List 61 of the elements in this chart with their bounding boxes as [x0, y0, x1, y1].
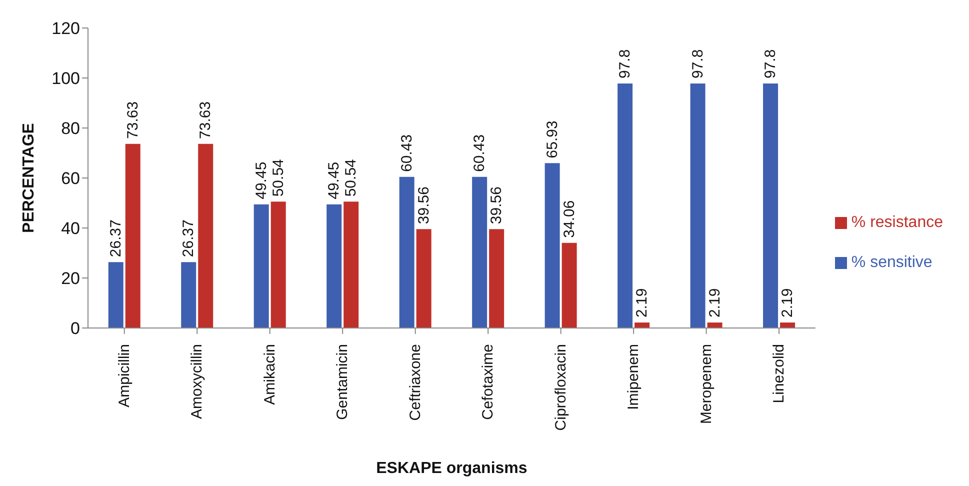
data-label: 49.45 — [326, 162, 343, 200]
data-label: 2.19 — [634, 288, 651, 318]
y-tick-label: 80 — [61, 119, 80, 138]
data-label: 39.56 — [488, 186, 506, 224]
bar — [562, 242, 577, 328]
bar — [326, 204, 342, 328]
data-label: 26.37 — [107, 220, 124, 258]
data-label: 60.43 — [471, 134, 488, 172]
y-tick-label: 100 — [52, 69, 80, 88]
bar — [634, 322, 650, 328]
data-label: 73.63 — [197, 101, 214, 139]
data-label: 97.8 — [616, 49, 634, 78]
bar — [181, 262, 196, 328]
data-label: 2.19 — [706, 288, 724, 318]
bar — [544, 163, 560, 328]
data-label: 2.19 — [779, 288, 796, 318]
data-label: 34.06 — [560, 200, 578, 238]
x-tick-label: Amoxycillin — [188, 344, 206, 420]
bar — [125, 144, 140, 328]
bar — [763, 84, 778, 328]
x-tick-label: Amikacin — [261, 344, 278, 405]
x-tick-label: Cefotaxime — [480, 344, 497, 420]
bar — [489, 229, 504, 328]
data-label: 49.45 — [252, 162, 270, 200]
y-axis-title: PERCENTAGE — [20, 122, 38, 233]
legend-label: % resistance — [851, 214, 943, 231]
x-tick-label: Ampicillin — [116, 344, 133, 408]
bar — [690, 84, 706, 328]
bar — [416, 229, 432, 328]
bar — [399, 176, 414, 328]
data-label: 50.54 — [342, 159, 360, 197]
data-label: 26.37 — [180, 220, 198, 258]
x-axis-title: ESKAPE organisms — [376, 460, 528, 477]
bar — [198, 144, 214, 328]
data-label: 50.54 — [270, 159, 287, 197]
x-tick-label: Meropenem — [698, 344, 715, 424]
y-tick-label: 40 — [61, 219, 80, 238]
x-tick-label: Gentamicin — [334, 344, 352, 420]
legend-label: % sensitive — [851, 254, 932, 271]
x-tick-label: Imipenem — [625, 344, 642, 410]
bar — [780, 322, 796, 328]
data-label: 65.93 — [544, 120, 561, 158]
x-tick-label: Ceftriaxone — [406, 344, 424, 421]
data-label: 39.56 — [415, 186, 432, 224]
y-tick-label: 0 — [70, 319, 80, 338]
data-label: 97.8 — [689, 49, 706, 78]
bar — [344, 202, 359, 328]
bar — [108, 262, 124, 328]
x-tick-label: Ciprofloxacin — [552, 344, 570, 431]
bar — [618, 84, 633, 328]
bar — [254, 204, 269, 328]
x-tick-label: Linezolid — [770, 344, 788, 404]
bar — [707, 322, 722, 328]
bar — [270, 202, 286, 328]
data-label: 97.8 — [762, 49, 780, 78]
y-tick-label: 60 — [61, 169, 80, 188]
y-tick-label: 20 — [61, 269, 80, 288]
y-tick-label: 120 — [52, 19, 80, 38]
data-label: 60.43 — [398, 134, 416, 172]
bar — [472, 176, 488, 328]
data-label: 73.63 — [124, 101, 142, 139]
